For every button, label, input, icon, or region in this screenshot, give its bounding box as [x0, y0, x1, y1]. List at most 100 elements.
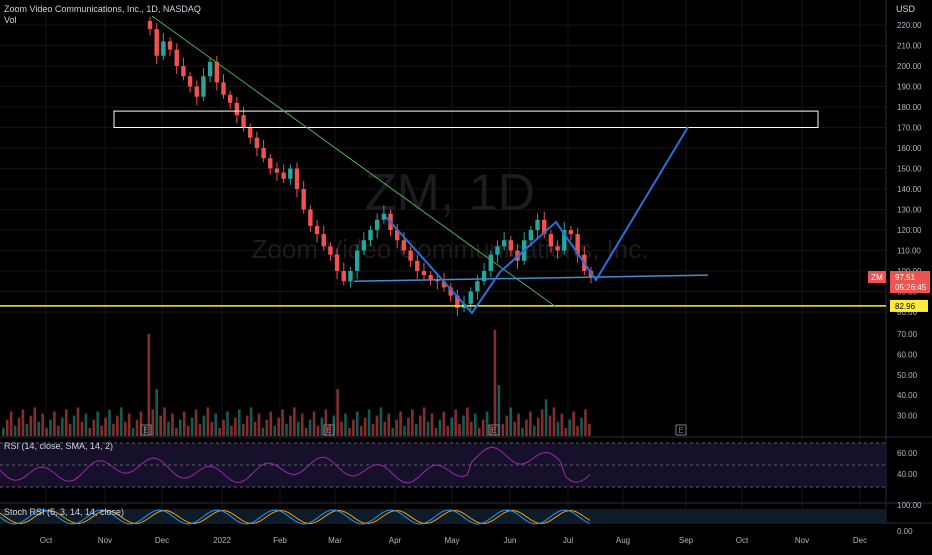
rsi-pane [0, 442, 886, 488]
candle-body [548, 234, 554, 247]
volume-bar [13, 425, 17, 436]
price-tick: 190.00 [897, 83, 922, 92]
rsi-tick: 60.00 [897, 449, 918, 458]
support-level: 82.96 [895, 302, 916, 311]
volume-bar [41, 413, 44, 436]
candle-body [508, 240, 514, 251]
price-tick: 220.00 [897, 21, 922, 30]
volume-bar [202, 415, 206, 436]
volume-bar [257, 413, 261, 436]
volume-bar [328, 423, 332, 436]
time-tick: Oct [40, 536, 53, 545]
volume-bar [167, 421, 170, 436]
volume-bar [289, 415, 292, 436]
volume-bar [5, 419, 9, 436]
earnings-box [675, 424, 687, 436]
volume-bar [371, 423, 375, 436]
earnings-box [140, 424, 152, 436]
volume-bar [426, 421, 430, 436]
volume-bar [214, 413, 217, 436]
volume-bar [509, 407, 512, 436]
volume-bar [312, 411, 316, 436]
price-tick: 110.00 [897, 247, 921, 256]
candle-body [368, 230, 373, 241]
volume-bar [505, 415, 509, 436]
volume-bar [395, 419, 398, 436]
time-tick: Nov [795, 536, 809, 545]
volume-bar [493, 329, 497, 436]
volume-bar [415, 423, 418, 436]
support-badge-bg [890, 299, 928, 312]
volume-bar [120, 407, 123, 436]
candle-body [481, 271, 487, 282]
price-tick: 170.00 [897, 124, 922, 133]
candle-body [354, 250, 360, 271]
volume-bar [68, 423, 72, 436]
price-tick: 200.00 [897, 62, 922, 71]
candle-body [174, 49, 179, 66]
volume-bar [72, 415, 76, 436]
candle-body [181, 66, 186, 77]
candle-body [542, 219, 547, 235]
volume-tick: 30.00 [897, 412, 918, 421]
volume-bar [304, 427, 308, 436]
volume-bar [21, 409, 25, 436]
candle-body [381, 213, 387, 220]
volume-bar [175, 427, 178, 436]
volume-bar [253, 421, 257, 436]
candle-body [227, 94, 233, 103]
volume-bar [2, 427, 5, 436]
volume-tick: 60.00 [897, 350, 918, 359]
candle-body [288, 168, 293, 179]
earnings-box [323, 424, 335, 436]
volume-bar [269, 411, 273, 436]
volume-bar [210, 421, 214, 436]
volume-bar [261, 427, 265, 436]
volume-bar [391, 427, 394, 436]
candles [147, 16, 594, 317]
stoch-band [0, 509, 886, 523]
time-tick: May [444, 536, 459, 545]
volume-bar [379, 407, 383, 436]
volume-bar [33, 407, 37, 436]
volume-label: Vol [4, 15, 17, 25]
volume-bar [297, 421, 300, 436]
candle-body [535, 219, 540, 230]
volume-bar [536, 417, 540, 436]
time-tick: 2022 [213, 536, 231, 545]
candle-body [562, 230, 567, 251]
volume-bar [383, 421, 387, 436]
candle-body [428, 275, 433, 280]
volume-bar [359, 425, 363, 436]
candle-body [241, 115, 246, 128]
candle-body [555, 246, 560, 251]
volume-bar [485, 411, 489, 436]
volume-bar [517, 413, 520, 436]
volume-bar [29, 415, 33, 436]
drawings[interactable] [0, 15, 886, 315]
volume-bar [147, 334, 151, 436]
volume-bar [88, 427, 92, 436]
volume-bar [584, 409, 587, 436]
earnings-letter: E [326, 426, 331, 435]
volume-bar [442, 411, 446, 436]
volume-bar [430, 413, 434, 436]
volume-bar [458, 423, 461, 436]
time-axis[interactable]: Oct Nov Dec 2022 Feb Mar Apr May Jun Jul Aug Sep Oct… [40, 536, 867, 545]
volume-bar [76, 407, 80, 436]
candle-body [248, 127, 253, 138]
watermark-symbol: ZM, 1D [365, 164, 535, 222]
earnings-marker: E [140, 424, 152, 436]
time-tick: Jun [504, 536, 517, 545]
volume-bar [80, 421, 84, 436]
price-axis[interactable]: 220.00 210.00 200.00 190.00 180.00 170.00 160.… [897, 21, 922, 536]
time-tick: Sep [679, 536, 694, 545]
candle-body [528, 230, 534, 241]
volume-bar [135, 419, 139, 436]
volume-bar [470, 421, 473, 436]
volume-bar [375, 415, 379, 436]
volume-bar [277, 417, 280, 436]
